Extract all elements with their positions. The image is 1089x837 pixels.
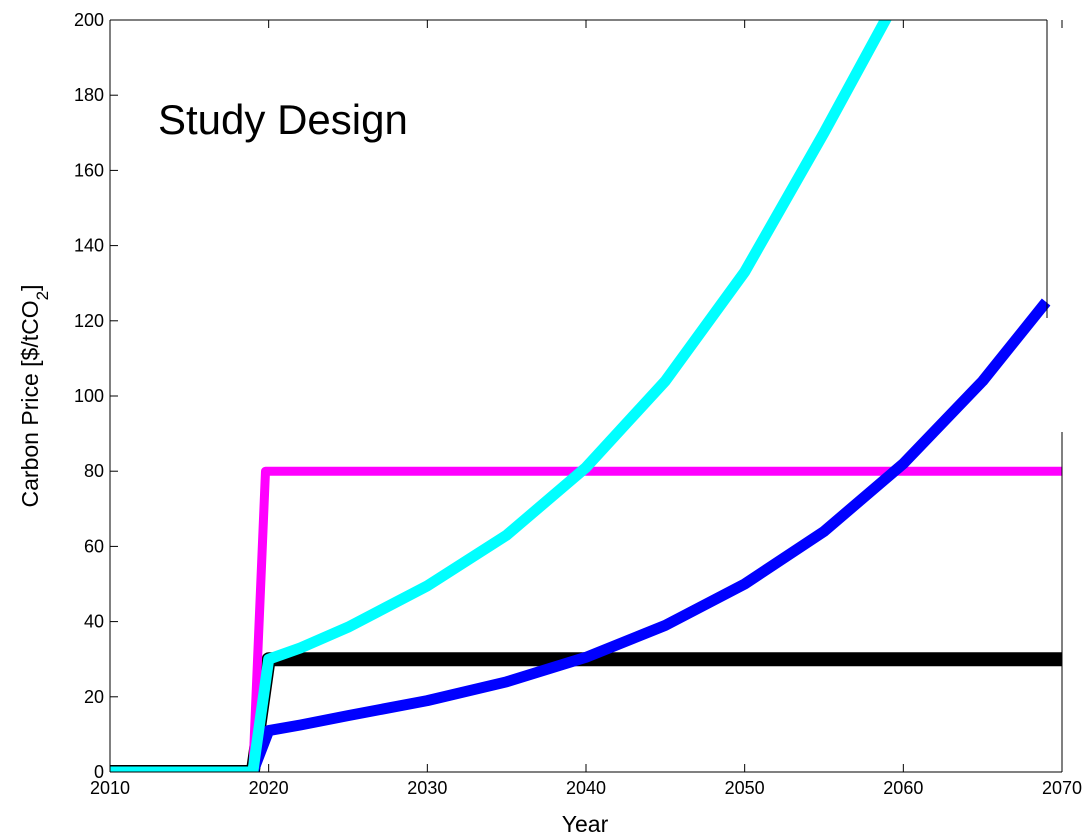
y-tick-label: 0 <box>94 762 104 782</box>
y-axis-title-end: ] <box>17 285 43 291</box>
series-line-3 <box>110 298 1051 772</box>
x-tick-label: 2070 <box>1042 778 1082 798</box>
series-line-4 <box>110 20 892 772</box>
x-tick-label: 2050 <box>725 778 765 798</box>
x-axis-title: Year <box>562 811 609 837</box>
y-axis-title-main: Carbon Price [$/tCO <box>17 300 43 507</box>
x-tick-label: 2030 <box>407 778 447 798</box>
y-tick-label: 40 <box>84 612 104 632</box>
y-tick-label: 160 <box>74 160 104 180</box>
y-tick-label: 100 <box>74 386 104 406</box>
y-axis-title-subscript: 2 <box>33 291 52 300</box>
y-tick-label: 80 <box>84 461 104 481</box>
x-tick-label: 2060 <box>883 778 923 798</box>
y-tick-label: 140 <box>74 236 104 256</box>
series-line-2 <box>110 466 1062 772</box>
y-tick-label: 60 <box>84 536 104 556</box>
y-tick-label: 20 <box>84 687 104 707</box>
y-tick-label: 200 <box>74 10 104 30</box>
y-tick-label: 180 <box>74 85 104 105</box>
y-axis-title: Carbon Price [$/tCO2] <box>17 285 52 508</box>
x-tick-label: 2020 <box>249 778 289 798</box>
x-tick-label: 2040 <box>566 778 606 798</box>
x-tick-label: 2010 <box>90 778 130 798</box>
study-design-annotation: Study Design <box>158 96 408 143</box>
y-tick-label: 120 <box>74 311 104 331</box>
